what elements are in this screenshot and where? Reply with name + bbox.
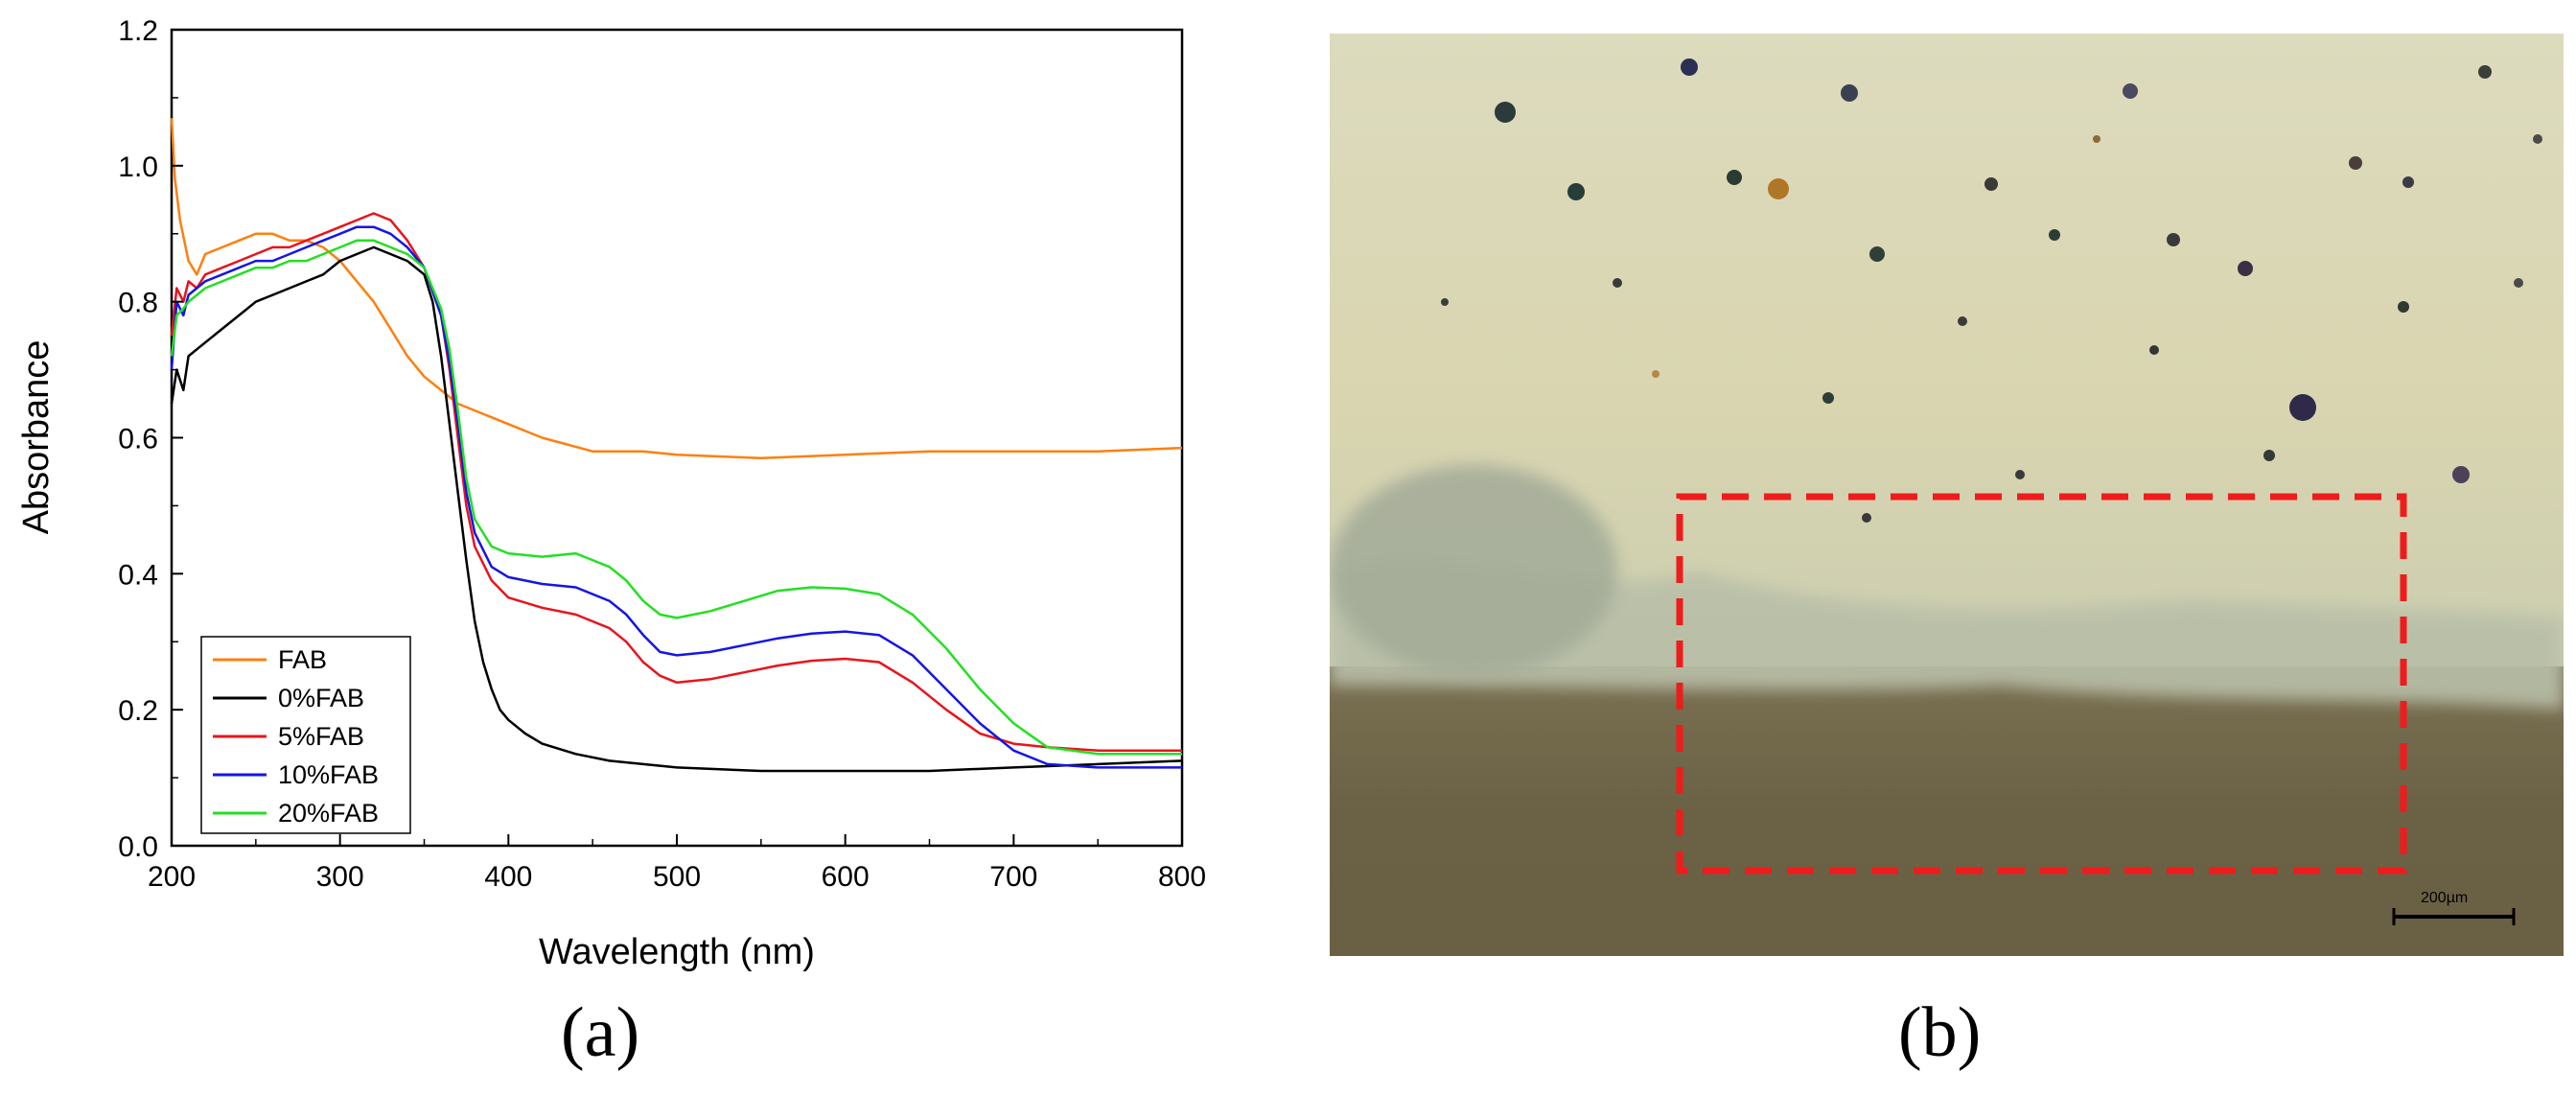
y-tick-label: 0.2 <box>118 695 158 727</box>
series-line-20fab <box>170 239 1182 756</box>
panel-label-a: (a) <box>561 993 640 1072</box>
x-tick-label: 500 <box>653 861 701 893</box>
y-tick-label: 0.8 <box>118 288 158 319</box>
y-tick-label: 1.0 <box>118 152 158 183</box>
x-tick-label: 600 <box>822 861 870 893</box>
series-group <box>170 118 1183 773</box>
legend-label: FAB <box>278 645 327 674</box>
x-axis-title: Wavelength (nm) <box>539 932 815 972</box>
x-tick-label: 400 <box>484 861 532 893</box>
region-of-interest-box <box>1676 493 2407 874</box>
scale-bar-label: 200µm <box>2421 890 2469 906</box>
y-axis-ticks: 0.0 0.2 0.4 0.6 0.8 1.0 1.2 <box>118 15 183 863</box>
series-line-5fab <box>170 212 1182 752</box>
y-tick-label: 0.4 <box>118 559 158 591</box>
scale-bar <box>2392 908 2516 925</box>
series-line-0fab <box>170 245 1183 773</box>
legend-items: FAB 0%FAB 5%FAB 10%FAB 20%FAB <box>213 645 379 828</box>
micrograph-image <box>1330 34 2564 956</box>
panel-label-b: (b) <box>1898 993 1982 1072</box>
particles <box>1441 58 2542 523</box>
x-tick-label: 800 <box>1158 861 1206 893</box>
y-tick-label: 1.2 <box>118 15 158 47</box>
legend-label: 0%FAB <box>278 684 364 712</box>
y-tick-label: 0.0 <box>118 831 158 863</box>
legend: FAB 0%FAB 5%FAB 10%FAB 20%FAB <box>200 636 411 834</box>
x-tick-label: 700 <box>989 861 1037 893</box>
legend-label: 10%FAB <box>278 760 379 789</box>
series-line-10fab <box>170 225 1182 769</box>
interface-region <box>1330 559 2564 710</box>
legend-label: 20%FAB <box>278 799 379 828</box>
x-tick-label: 200 <box>148 861 196 893</box>
x-axis-ticks: 200 300 400 500 600 700 800 <box>148 834 1206 893</box>
series-line-fab <box>170 118 1183 460</box>
absorbance-chart: 200 300 400 500 600 700 800 0.0 0.2 0.4 0.6 0.8 1.0… <box>16 15 1206 972</box>
y-axis-title: Absorbance <box>16 340 57 535</box>
y-tick-label: 0.6 <box>118 424 158 455</box>
legend-label: 5%FAB <box>278 722 364 751</box>
lower-layer <box>1330 666 2564 956</box>
x-tick-label: 300 <box>316 861 364 893</box>
grey-inclusion <box>1330 465 1617 676</box>
